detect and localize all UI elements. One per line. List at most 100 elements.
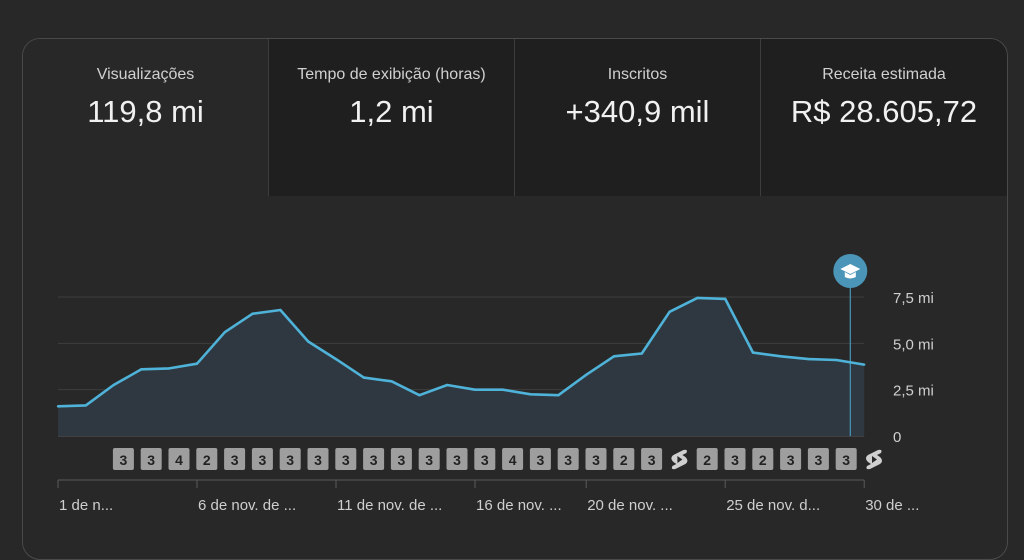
cap-base [844, 272, 856, 279]
badge-count: 2 [703, 452, 711, 468]
data-point [612, 355, 616, 358]
y-tick-label: 0 [893, 429, 901, 446]
badge-count: 3 [286, 452, 294, 468]
graduation-cap-icon [833, 254, 868, 288]
badge-count: 3 [425, 452, 433, 468]
metric-label: Receita estimada [822, 66, 946, 83]
upload-count-badge: 3 [557, 448, 579, 470]
badge-count: 3 [147, 452, 155, 468]
data-point [307, 340, 310, 343]
upload-count-badge: 2 [752, 448, 774, 470]
badge-box [585, 448, 607, 470]
badge-count: 3 [787, 452, 795, 468]
badge-count: 3 [453, 452, 461, 468]
data-point [84, 404, 88, 407]
shorts-play [677, 456, 683, 463]
x-tick-label: 1 de n... [59, 497, 113, 514]
badge-box [529, 448, 551, 470]
upload-count-badge: 3 [724, 448, 746, 470]
data-point [501, 388, 504, 391]
badge-count: 3 [120, 452, 128, 468]
metric-tab-views[interactable]: Visualizações 119,8 mi [23, 39, 269, 196]
badge-box [335, 448, 357, 470]
x-tick-label: 16 de nov. ... [476, 497, 562, 514]
upload-count-badge: 3 [641, 448, 663, 470]
data-point [390, 380, 393, 383]
metric-value: R$ 28.605,72 [790, 94, 978, 129]
metric-value: 1,2 mi [349, 94, 434, 129]
badge-count: 3 [231, 452, 239, 468]
upload-count-badge: 3 [780, 448, 802, 470]
badge-count: 2 [759, 452, 767, 468]
badge-box [835, 448, 857, 470]
series-line [57, 296, 865, 408]
upload-count-badge: 3 [224, 448, 246, 470]
badge-box [807, 448, 829, 470]
data-point [751, 351, 755, 354]
x-tick-label: 30 de ... [865, 497, 919, 514]
badge-box [279, 448, 301, 470]
data-point [223, 331, 226, 334]
badge-count: 3 [731, 452, 739, 468]
badge-count: 3 [537, 452, 545, 468]
shorts-play [872, 456, 877, 463]
upload-count-badge: 3 [835, 448, 857, 470]
badge-count: 3 [592, 452, 600, 468]
upload-count-badge: 3 [140, 448, 162, 470]
upload-count-badge: 3 [474, 448, 496, 470]
badge-box [752, 448, 774, 470]
analytics-card: Visualizações 119,8 mi Tempo de exibição… [22, 38, 1008, 560]
metric-tab-watch-time[interactable]: Tempo de exibição (horas) 1,2 mi [269, 39, 515, 196]
upload-count-badge: 4 [502, 448, 524, 470]
upload-count-badge: 3 [335, 448, 357, 470]
badge-box [696, 448, 718, 470]
badge-count: 2 [203, 452, 211, 468]
badge-count: 3 [842, 452, 850, 468]
badge-box [613, 448, 635, 470]
x-tick-label: 25 de nov. d... [726, 497, 820, 514]
data-point [251, 312, 254, 315]
metric-label: Inscritos [607, 66, 668, 83]
badge-box [196, 448, 218, 470]
badge-box [140, 448, 162, 470]
data-point [473, 388, 477, 391]
badge-count: 4 [509, 452, 517, 468]
badge-box [112, 448, 134, 470]
shorts-icon [671, 449, 688, 470]
data-point [835, 358, 838, 362]
data-point [640, 352, 643, 355]
badge-count: 3 [648, 452, 656, 468]
metric-tab-revenue[interactable]: Receita estimada R$ 28.605,72 [761, 39, 1007, 196]
upload-count-badge: 2 [696, 448, 718, 470]
upload-count-badge: 3 [807, 448, 829, 470]
badge-box [307, 448, 329, 470]
badge-count: 3 [815, 452, 823, 468]
upload-count-badge: 3 [390, 448, 412, 470]
metric-tab-subscribers[interactable]: Inscritos +340,9 mil [515, 39, 761, 196]
upload-count-badge: 2 [196, 448, 218, 470]
upload-count-badge: 3 [585, 448, 607, 470]
badge-box [557, 448, 579, 470]
x-tick-label: 11 de nov. de ... [337, 497, 442, 514]
data-point [418, 394, 421, 397]
badge-count: 2 [620, 452, 628, 468]
upload-count-badge: 3 [251, 448, 273, 470]
data-point [696, 296, 699, 300]
badge-count: 3 [314, 452, 322, 468]
badge-box [780, 448, 802, 470]
badge-box [418, 448, 440, 470]
badge-box [724, 448, 746, 470]
data-point [334, 357, 338, 361]
shorts-icon [866, 449, 882, 470]
metric-tabs: Visualizações 119,8 mi Tempo de exibição… [23, 39, 1007, 196]
badge-count: 3 [259, 452, 267, 468]
badge-count: 3 [370, 452, 378, 468]
data-point [724, 297, 727, 301]
x-tick-label: 6 de nov. de ... [198, 497, 296, 514]
data-point [779, 355, 782, 358]
badge-box [474, 448, 496, 470]
badge-box [390, 448, 412, 470]
badge-count: 3 [564, 452, 572, 468]
data-point [668, 310, 671, 314]
metric-label: Tempo de exibição (horas) [297, 66, 486, 83]
